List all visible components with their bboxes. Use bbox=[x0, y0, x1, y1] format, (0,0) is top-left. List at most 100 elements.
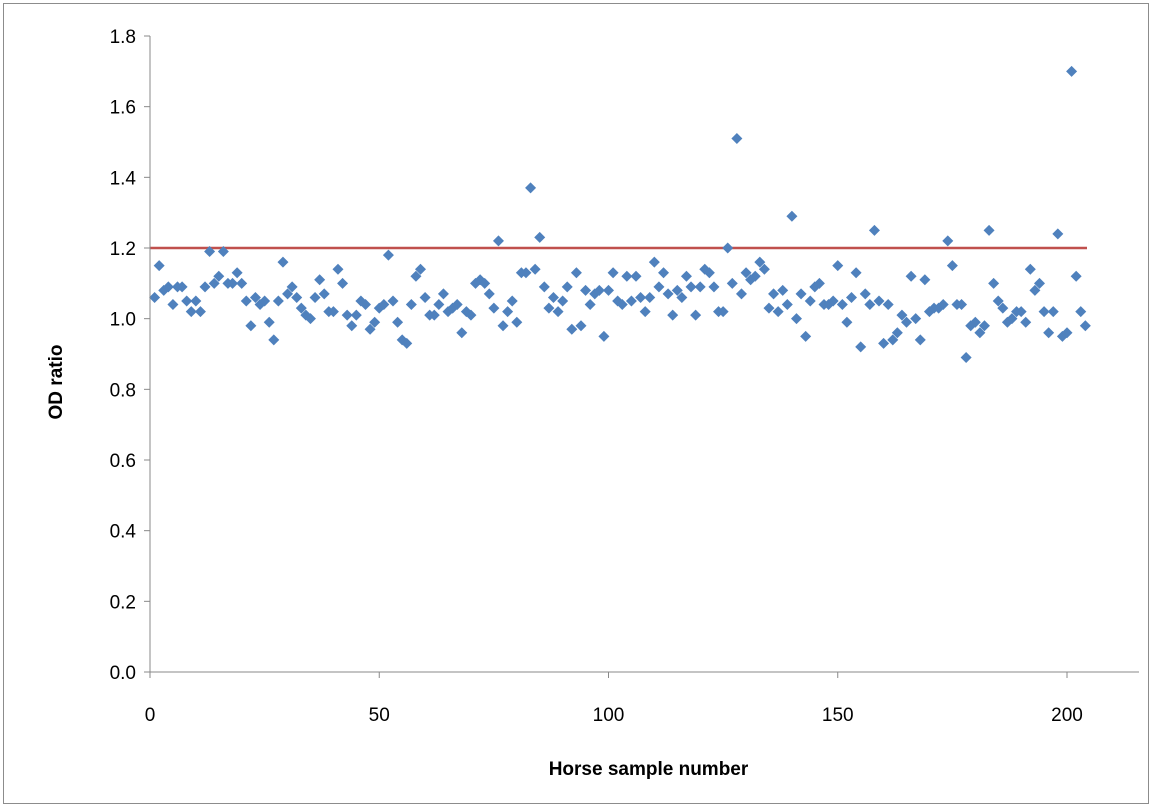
data-point bbox=[836, 299, 848, 311]
data-point bbox=[621, 270, 633, 282]
data-point bbox=[887, 334, 899, 346]
data-point bbox=[1047, 306, 1059, 318]
data-point bbox=[488, 302, 500, 314]
data-point bbox=[680, 270, 692, 282]
data-point bbox=[740, 267, 752, 279]
data-point bbox=[603, 284, 614, 296]
data-point bbox=[937, 299, 949, 311]
data-point bbox=[722, 242, 734, 254]
data-point bbox=[781, 299, 793, 311]
data-point bbox=[415, 263, 427, 275]
data-point bbox=[153, 260, 165, 272]
x-axis-title: Horse sample number bbox=[549, 759, 749, 780]
data-point bbox=[378, 299, 390, 311]
data-point bbox=[295, 302, 307, 314]
data-point bbox=[1061, 327, 1073, 339]
data-point bbox=[506, 295, 518, 307]
data-point bbox=[1024, 263, 1036, 275]
data-point bbox=[433, 299, 445, 311]
data-point bbox=[731, 132, 743, 144]
data-point bbox=[690, 309, 702, 321]
data-point bbox=[401, 337, 413, 349]
data-point bbox=[332, 263, 344, 275]
data-point bbox=[570, 267, 582, 279]
data-point bbox=[162, 281, 174, 293]
data-point bbox=[800, 330, 812, 342]
x-tick-label: 50 bbox=[369, 705, 390, 726]
data-point bbox=[282, 288, 294, 300]
data-point bbox=[671, 284, 683, 296]
data-point bbox=[1043, 327, 1055, 339]
data-point bbox=[204, 246, 216, 258]
data-point bbox=[249, 291, 261, 303]
data-point bbox=[529, 263, 541, 275]
data-point bbox=[988, 277, 1000, 289]
data-point bbox=[561, 281, 573, 293]
data-point bbox=[552, 306, 564, 318]
chart-area: 0.0 0.2 0.4 0.6 0.8 1.0 1.2 1.4 1.6 1.8 0 50 100 150 2… bbox=[3, 3, 1149, 804]
data-point bbox=[1070, 270, 1082, 282]
data-point bbox=[703, 267, 715, 279]
data-point bbox=[1006, 313, 1018, 325]
data-point bbox=[346, 320, 358, 332]
data-point bbox=[392, 316, 404, 328]
y-axis-title: OD ratio bbox=[46, 345, 67, 420]
data-point bbox=[176, 281, 188, 293]
data-point bbox=[639, 306, 651, 318]
data-point bbox=[483, 288, 495, 300]
data-point bbox=[240, 295, 252, 307]
data-point bbox=[974, 327, 986, 339]
data-point bbox=[635, 291, 647, 303]
data-point bbox=[630, 270, 642, 282]
data-point bbox=[997, 302, 1009, 314]
x-tick-label: 100 bbox=[593, 705, 625, 726]
data-point bbox=[167, 299, 179, 311]
data-point bbox=[277, 256, 289, 268]
data-point bbox=[451, 299, 463, 311]
data-point bbox=[217, 246, 229, 258]
data-point bbox=[956, 299, 968, 311]
data-point bbox=[543, 302, 555, 314]
y-tick-label: 0.8 bbox=[110, 380, 136, 401]
data-point bbox=[502, 306, 514, 318]
x-tick-label: 200 bbox=[1051, 705, 1083, 726]
data-point bbox=[437, 288, 449, 300]
data-point bbox=[644, 291, 656, 303]
data-point bbox=[1020, 316, 1032, 328]
data-point bbox=[410, 270, 422, 282]
data-point bbox=[309, 291, 321, 303]
data-point bbox=[662, 288, 674, 300]
data-point bbox=[790, 313, 802, 325]
data-point bbox=[708, 281, 720, 293]
data-point bbox=[786, 210, 798, 222]
data-point bbox=[534, 231, 546, 243]
x-tick-label: 0 bbox=[145, 705, 156, 726]
data-point bbox=[1066, 65, 1078, 77]
data-point bbox=[327, 306, 339, 318]
y-tick-label: 0.2 bbox=[110, 592, 136, 613]
data-point bbox=[846, 291, 858, 303]
data-point bbox=[685, 281, 697, 293]
data-point bbox=[149, 291, 161, 303]
data-point bbox=[181, 295, 193, 307]
data-point bbox=[492, 235, 504, 247]
data-point bbox=[891, 327, 903, 339]
data-point bbox=[754, 256, 766, 268]
data-point bbox=[978, 320, 990, 332]
data-point bbox=[497, 320, 509, 332]
data-point bbox=[199, 281, 211, 293]
data-point bbox=[763, 302, 775, 314]
data-point bbox=[314, 274, 326, 286]
data-point bbox=[667, 309, 679, 321]
data-point bbox=[547, 291, 559, 303]
data-point bbox=[1079, 320, 1091, 332]
data-point bbox=[873, 295, 885, 307]
data-point bbox=[227, 277, 239, 289]
data-point bbox=[864, 299, 876, 311]
data-point bbox=[658, 267, 670, 279]
data-point bbox=[942, 235, 954, 247]
data-point bbox=[919, 274, 931, 286]
y-tick-label: 1.0 bbox=[110, 310, 136, 331]
data-point bbox=[882, 299, 894, 311]
data-point bbox=[616, 299, 628, 311]
